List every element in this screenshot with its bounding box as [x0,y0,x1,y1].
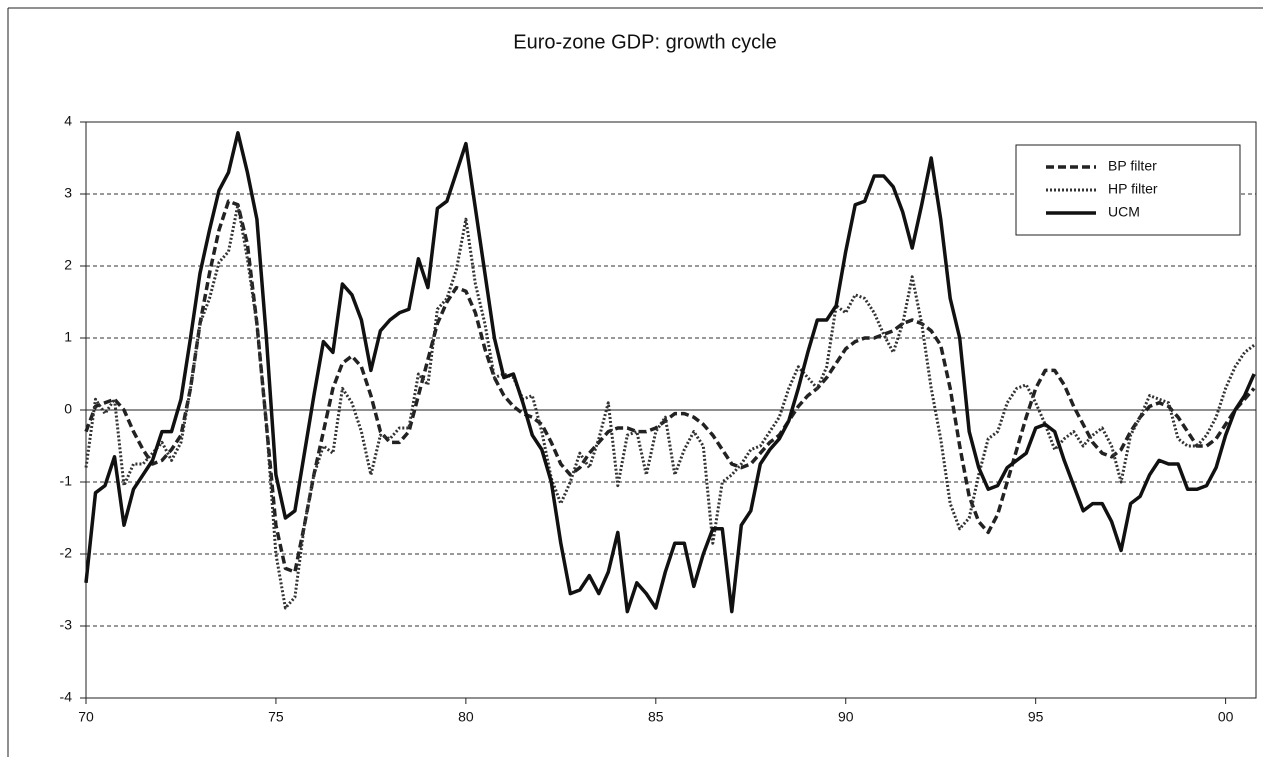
legend-label: UCM [1108,204,1140,220]
y-tick-label: 4 [64,113,72,129]
series-line [84,199,1256,574]
x-tick-label: 80 [458,709,474,725]
x-tick-label: 75 [268,709,284,725]
chart-title: Euro-zone GDP: growth cycle [513,31,776,53]
y-tick-label: 2 [64,257,72,273]
y-tick-label: -2 [60,545,73,561]
y-tick-label: 1 [64,329,72,345]
y-tick-label: -1 [60,473,73,489]
x-tick-label: 70 [78,709,94,725]
x-tick-label: 85 [648,709,664,725]
y-tick-label: 3 [64,185,72,201]
legend-box [1015,144,1241,236]
x-tick-label: 90 [838,709,854,725]
y-tick-label: -4 [60,689,73,705]
legend-label: BP filter [1108,158,1157,174]
series-line [84,131,1256,614]
y-tick-label: -3 [60,617,73,633]
y-tick-label: 0 [64,401,72,417]
legend-label: HP filter [1108,181,1158,197]
plot-area [85,121,1257,699]
x-tick-label: 00 [1218,709,1234,725]
x-tick-label: 95 [1028,709,1044,725]
